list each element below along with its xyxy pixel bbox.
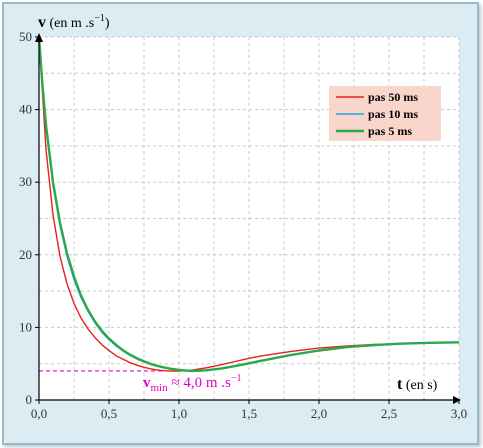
- vmin-annotation: vmin ≈ 4,0 m .s−1: [143, 373, 242, 394]
- x-tick-label: 2,5: [381, 406, 397, 421]
- series-line-2: [37, 36, 460, 373]
- legend-label-2: pas 5 ms: [368, 124, 412, 138]
- x-tick-label: 1,0: [171, 406, 187, 421]
- x-tick-labels: 0,0 0,5 1,0 1,5 2,0 2,5 3,0: [31, 406, 467, 421]
- x-tick-label: 0,5: [101, 406, 117, 421]
- y-tick-label: 20: [19, 247, 32, 262]
- legend-label-1: pas 10 ms: [368, 107, 418, 121]
- y-axis-title: v (en m .s−1): [38, 13, 110, 31]
- x-axis-arrow: [453, 396, 461, 404]
- x-tick-label: 1,5: [241, 406, 257, 421]
- x-tick-label: 0,0: [31, 406, 47, 421]
- x-tick-label: 2,0: [311, 406, 327, 421]
- legend-label-0: pas 50 ms: [368, 90, 418, 104]
- y-tick-label: 10: [19, 319, 32, 334]
- legend: pas 50 ms pas 10 ms pas 5 ms: [329, 86, 441, 141]
- y-tick-label: 0: [26, 392, 33, 407]
- series-lines: [37, 36, 460, 373]
- y-tick-label: 40: [19, 102, 32, 117]
- y-tick-label: 30: [19, 174, 32, 189]
- y-tick-labels: 0 10 20 30 40 50: [19, 29, 32, 407]
- series-line-0: [38, 36, 460, 372]
- x-tick-label: 3,0: [451, 406, 467, 421]
- axes: [35, 33, 461, 404]
- y-tick-label: 50: [19, 29, 32, 44]
- x-axis-title: t (en s): [397, 376, 438, 393]
